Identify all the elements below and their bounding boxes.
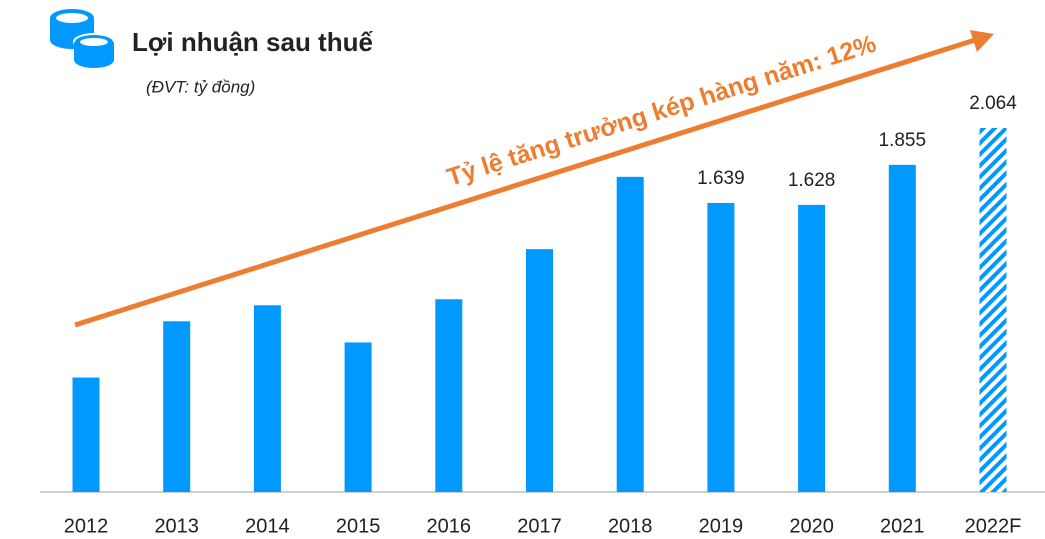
value-label: 1.855 [879,130,927,151]
x-tick-label: 2014 [245,515,290,537]
x-tick-label: 2018 [608,515,653,537]
bar [888,164,916,492]
x-tick-label: 2013 [154,515,199,537]
bar [344,342,372,492]
x-tick-label: 2016 [427,515,472,537]
x-tick-label: 2020 [789,515,834,537]
chart-title: Lợi nhuận sau thuế [132,27,373,57]
x-tick-label: 2017 [517,515,562,537]
annotation: Tỷ lệ tăng trưởng kép hàng năm: 12% [444,30,880,192]
bar [253,305,281,492]
chart-subtitle: (ĐVT: tỷ đồng) [146,77,255,96]
x-tick-label: 2012 [64,515,109,537]
bar [707,202,735,493]
x-tick-label: 2022F [965,515,1022,537]
x-tick-label: 2019 [699,515,744,537]
bar [526,249,553,492]
bar [979,128,1007,492]
value-label: 2.064 [969,93,1017,114]
value-label: 1.639 [697,168,745,189]
coin-icon [50,9,115,68]
bar [616,176,644,492]
bar [72,377,100,492]
value-label: 1.628 [788,170,836,191]
bar [798,204,826,492]
x-tick-label: 2021 [880,515,925,537]
x-tick-label: 2015 [336,515,381,537]
bar [435,299,463,492]
trend-arrow [74,30,994,328]
bar [163,321,191,492]
